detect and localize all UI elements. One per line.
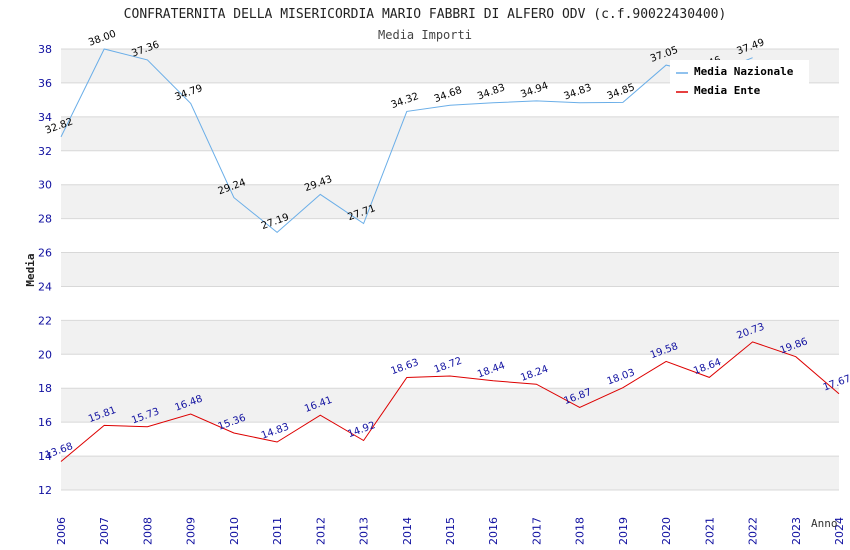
legend-box (670, 60, 809, 101)
y-tick-label: 16 (38, 416, 52, 429)
y-tick-label: 18 (38, 382, 52, 395)
data-label: 34.85 (606, 82, 637, 102)
data-label: 18.72 (433, 356, 464, 376)
y-tick-label: 28 (38, 213, 52, 226)
data-label: 18.24 (519, 364, 550, 384)
chart-title: CONFRATERNITA DELLA MISERICORDIA MARIO F… (124, 7, 727, 22)
legend-label-media-nazionale: Media Nazionale (694, 65, 794, 78)
x-tick-label: 2020 (660, 517, 673, 545)
y-tick-label: 26 (38, 247, 52, 260)
legend-label-media-ente: Media Ente (694, 84, 761, 97)
series-line-media-nazionale (60, 48, 753, 234)
grid-band (61, 184, 839, 219)
grid-band (61, 388, 839, 423)
y-tick-label: 12 (38, 484, 52, 497)
x-tick-label: 2012 (314, 517, 327, 545)
grid-band (61, 456, 839, 490)
y-tick-label: 20 (38, 348, 52, 361)
x-tick-label: 2021 (703, 517, 716, 545)
data-label: 34.32 (390, 91, 421, 111)
y-tick-label: 30 (38, 179, 52, 192)
data-label: 34.83 (562, 82, 593, 102)
x-tick-label: 2022 (747, 517, 760, 545)
y-axis-ticks: 12 14 16 18 20 22 24 26 28 30 32 34 36 38 (38, 43, 52, 497)
data-label: 14.92 (346, 420, 377, 440)
grid-band (61, 320, 839, 355)
x-axis-ticks: 2006 2007 2008 2009 2010 2011 2012 2013 2014 2015… (55, 517, 846, 545)
data-label: 18.64 (692, 357, 723, 377)
grid-band (61, 252, 839, 287)
x-tick-label: 2014 (401, 517, 414, 545)
y-tick-label: 34 (38, 111, 52, 124)
x-tick-label: 2024 (833, 517, 846, 545)
grid-lines (61, 48, 839, 491)
y-tick-label: 38 (38, 43, 52, 56)
grid-bands (61, 49, 839, 490)
x-tick-label: 2010 (228, 517, 241, 545)
x-tick-label: 2017 (530, 517, 543, 545)
x-tick-label: 2008 (141, 517, 154, 545)
data-label: 34.83 (476, 82, 507, 102)
y-tick-label: 14 (38, 450, 52, 463)
grid-band (61, 116, 839, 151)
series-line-media-ente (60, 341, 840, 462)
y-tick-label: 32 (38, 145, 52, 158)
x-tick-label: 2019 (617, 517, 630, 545)
data-label: 34.68 (433, 85, 464, 105)
x-tick-label: 2011 (271, 517, 284, 545)
y-tick-label: 22 (38, 314, 52, 327)
x-tick-label: 2018 (574, 517, 587, 545)
x-axis-title: Anno (811, 517, 838, 530)
x-tick-label: 2013 (358, 517, 371, 545)
data-label: 38.00 (87, 29, 118, 49)
y-tick-label: 24 (38, 280, 52, 293)
data-label: 34.94 (519, 80, 550, 100)
legend: Media Nazionale Media Ente (670, 60, 809, 101)
x-tick-label: 2007 (98, 517, 111, 545)
chart-subtitle: Media Importi (378, 28, 472, 42)
x-tick-label: 2015 (444, 517, 457, 545)
data-label: 18.63 (390, 357, 421, 377)
y-tick-label: 36 (38, 77, 52, 90)
data-label: 18.03 (606, 367, 637, 387)
x-tick-label: 2006 (55, 517, 68, 545)
data-label: 18.44 (476, 360, 507, 380)
data-label: 14.83 (260, 422, 291, 442)
x-tick-label: 2009 (185, 517, 198, 545)
x-tick-label: 2016 (487, 517, 500, 545)
y-axis-title: Media (24, 253, 37, 286)
x-tick-label: 2023 (790, 517, 803, 545)
data-label: 34.79 (173, 83, 204, 103)
